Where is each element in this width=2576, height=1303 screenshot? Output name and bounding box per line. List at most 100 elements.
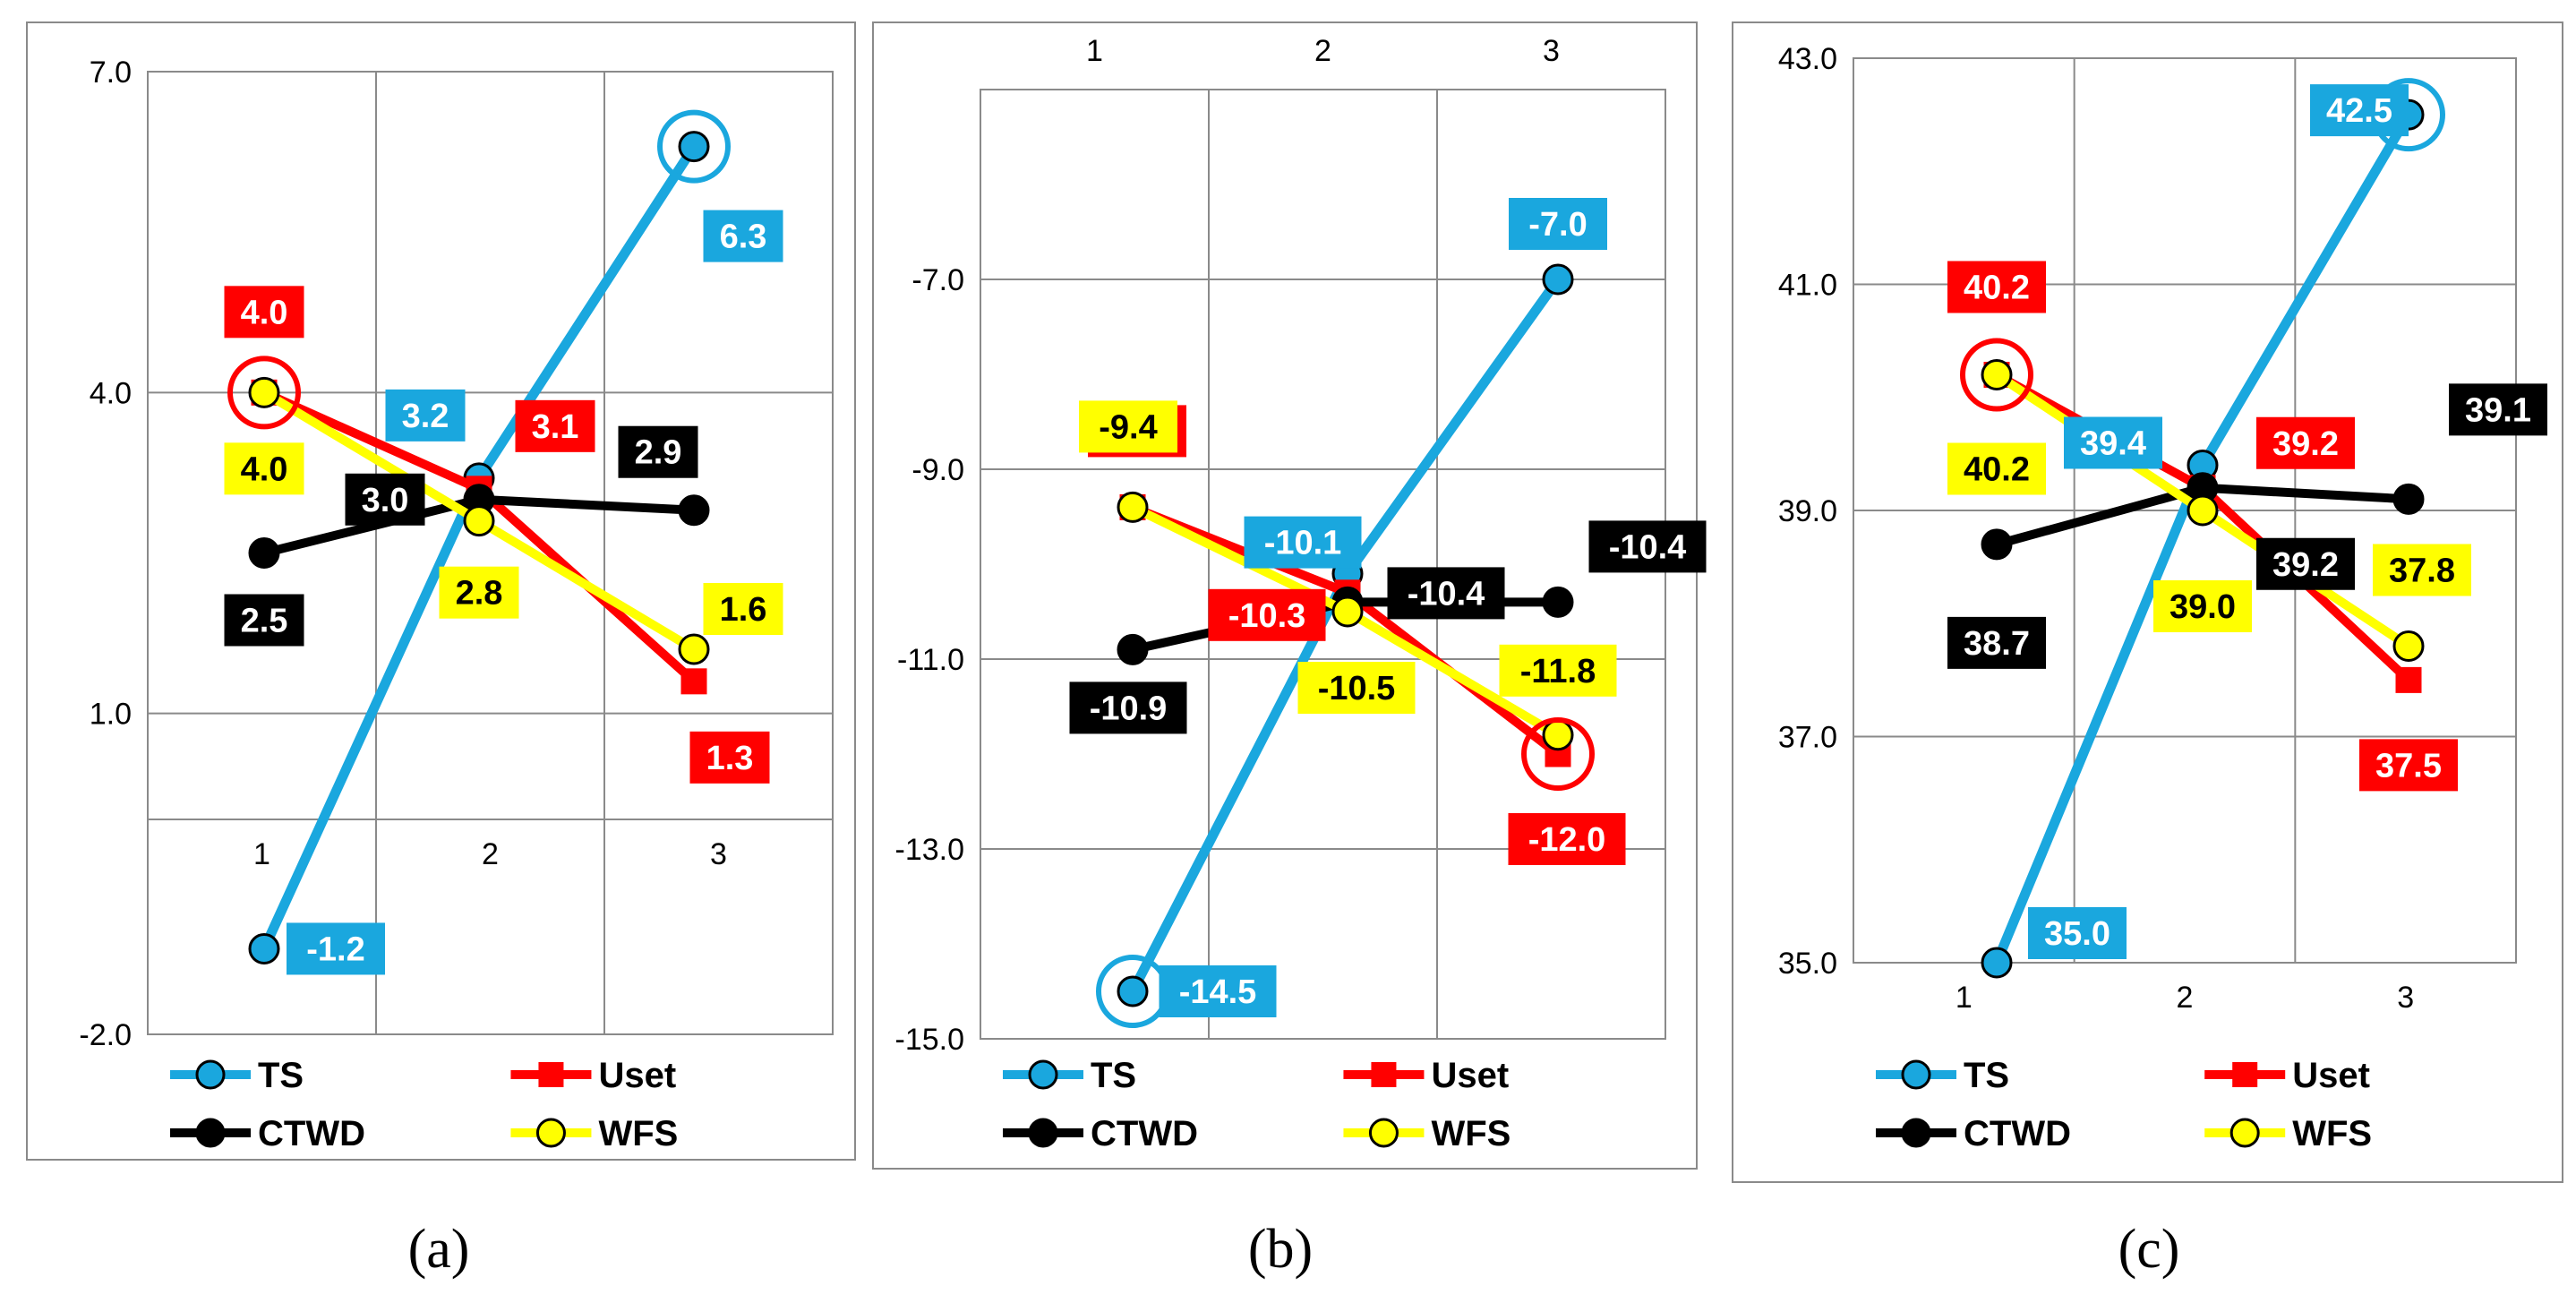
legend-label-ctwd: CTWD bbox=[1964, 1114, 2071, 1153]
x-tick-label: 3 bbox=[710, 837, 727, 871]
data-label-wfs: 2.8 bbox=[456, 575, 503, 613]
legend-label-ts: TS bbox=[1964, 1056, 2009, 1095]
data-label-wfs: -11.8 bbox=[1520, 653, 1596, 690]
data-label-box-ctwd bbox=[345, 473, 425, 526]
legend-swatch-marker bbox=[538, 1062, 564, 1087]
data-point-ctwd bbox=[678, 494, 710, 527]
data-point-wfs bbox=[2187, 494, 2219, 527]
data-label-box-wfs bbox=[224, 442, 304, 495]
x-tick-label: 1 bbox=[1956, 981, 1973, 1015]
data-point-wfs bbox=[1981, 359, 2013, 390]
x-tick-label: 1 bbox=[1086, 34, 1103, 68]
data-label-box-wfs bbox=[703, 583, 783, 635]
data-label-ctwd: 39.1 bbox=[2465, 391, 2531, 429]
y-tick-label: 7.0 bbox=[90, 56, 132, 90]
highlight-ring bbox=[657, 109, 731, 184]
data-label-uset: 39.2 bbox=[2272, 425, 2339, 463]
data-label-box-ctwd bbox=[618, 425, 698, 478]
data-label-wfs: 39.0 bbox=[2169, 588, 2236, 626]
data-label-box-ts bbox=[703, 210, 783, 262]
data-label-box-ctwd bbox=[2449, 383, 2547, 436]
y-tick-label: 35.0 bbox=[1778, 947, 1837, 981]
data-label-ctwd: 2.5 bbox=[241, 603, 288, 640]
y-tick-label: 4.0 bbox=[90, 376, 132, 410]
data-label-ctwd: 39.2 bbox=[2272, 546, 2339, 584]
data-label-box-ctwd bbox=[1069, 682, 1187, 734]
legend-label-ts: TS bbox=[258, 1056, 304, 1095]
data-label-box-uset bbox=[1208, 588, 1326, 641]
y-tick-label: -7.0 bbox=[911, 263, 964, 297]
legend-label-uset: Uset bbox=[1431, 1056, 1509, 1095]
data-label-uset: -10.3 bbox=[1228, 597, 1306, 635]
data-point-ts bbox=[678, 131, 710, 163]
legend-swatch-marker bbox=[535, 1118, 566, 1148]
data-label-wfs: 40.2 bbox=[1964, 451, 2030, 489]
data-label-box-wfs bbox=[439, 566, 519, 619]
y-tick-label: -13.0 bbox=[895, 833, 965, 867]
data-label-wfs: -9.4 bbox=[1099, 408, 1157, 446]
data-label-ts: -14.5 bbox=[1179, 973, 1257, 1011]
legend-label-wfs: WFS bbox=[2292, 1114, 2372, 1153]
y-tick-label: 37.0 bbox=[1778, 721, 1837, 755]
data-label-box-uset bbox=[2359, 739, 2458, 792]
data-label-box-uset bbox=[224, 286, 304, 339]
panel-caption: (a) bbox=[408, 1219, 470, 1280]
data-point-uset bbox=[680, 668, 707, 695]
legend-label-ts: TS bbox=[1091, 1056, 1136, 1095]
data-label-box-ctwd bbox=[1387, 567, 1505, 620]
data-point-ts bbox=[248, 932, 280, 964]
legend-swatch-marker bbox=[1371, 1062, 1397, 1087]
highlight-ring bbox=[1521, 717, 1595, 791]
chart-panel-1: -7.0 -9.0 -11.0 -13.0 -15.0 1 2 3 -14.5 -10.1 -7.0… bbox=[872, 21, 1707, 1280]
data-label-box-wfs bbox=[1947, 442, 2046, 495]
data-label-ts: 42.5 bbox=[2326, 92, 2392, 130]
data-label-ts: 35.0 bbox=[2044, 915, 2110, 953]
legend-label-uset: Uset bbox=[598, 1056, 676, 1095]
data-label-ctwd: -10.4 bbox=[1609, 528, 1687, 566]
data-point-wfs bbox=[1331, 596, 1364, 628]
data-label-ts: 39.4 bbox=[2080, 425, 2146, 463]
chart-panel-2: 43.0 41.0 39.0 37.0 35.0 1 2 3 35.0 39.4 42.5 40.2 3… bbox=[1732, 21, 2563, 1280]
legend-label-ctwd: CTWD bbox=[258, 1114, 365, 1153]
data-label-box-wfs bbox=[1297, 662, 1416, 714]
legend-label-ctwd: CTWD bbox=[1091, 1114, 1198, 1153]
legend-swatch-marker bbox=[1028, 1059, 1058, 1090]
data-label-ctwd: 3.0 bbox=[362, 482, 409, 519]
highlight-ring bbox=[227, 356, 301, 430]
data-label-box-ctwd bbox=[1588, 520, 1707, 573]
data-label-box-wfs bbox=[2153, 580, 2252, 632]
data-point-uset bbox=[2395, 666, 2422, 693]
y-tick-label: 39.0 bbox=[1778, 494, 1837, 528]
legend-label-wfs: WFS bbox=[1431, 1114, 1511, 1153]
panel-caption: (c) bbox=[2118, 1219, 2180, 1280]
data-label-box-ts bbox=[1159, 965, 1277, 1017]
data-label-uset: 1.3 bbox=[706, 740, 754, 777]
x-tick-label: 3 bbox=[2397, 981, 2414, 1015]
data-label-box-wfs bbox=[1499, 644, 1617, 697]
data-label-ts: -7.0 bbox=[1528, 206, 1587, 244]
legend-swatch-marker bbox=[2229, 1118, 2260, 1148]
legend-label-wfs: WFS bbox=[598, 1114, 678, 1153]
data-label-wfs: 1.6 bbox=[720, 591, 767, 629]
data-label-box-wfs bbox=[1079, 400, 1177, 453]
data-label-ts: -10.1 bbox=[1264, 525, 1342, 562]
data-label-uset: 37.5 bbox=[2375, 747, 2442, 784]
y-tick-label: 43.0 bbox=[1778, 42, 1837, 76]
data-label-ctwd: 38.7 bbox=[1964, 625, 2030, 663]
data-label-box-ctwd bbox=[2256, 537, 2355, 590]
data-label-box-wfs bbox=[2373, 544, 2471, 596]
data-label-ctwd: -10.4 bbox=[1408, 575, 1485, 613]
y-tick-label: -15.0 bbox=[895, 1023, 965, 1057]
data-point-wfs bbox=[1117, 491, 1149, 523]
y-tick-label: 1.0 bbox=[90, 698, 132, 732]
data-label-uset: 3.1 bbox=[532, 408, 579, 446]
data-point-wfs bbox=[2392, 630, 2425, 662]
data-label-box-ctwd bbox=[224, 594, 304, 647]
data-label-uset: -12.0 bbox=[1528, 821, 1606, 859]
data-label-box-ts bbox=[2064, 416, 2162, 469]
data-label-box-uset bbox=[1947, 261, 2046, 313]
legend-swatch-marker bbox=[1901, 1059, 1931, 1090]
data-point-ctwd bbox=[248, 537, 280, 569]
data-label-ctwd: -10.9 bbox=[1090, 690, 1168, 727]
